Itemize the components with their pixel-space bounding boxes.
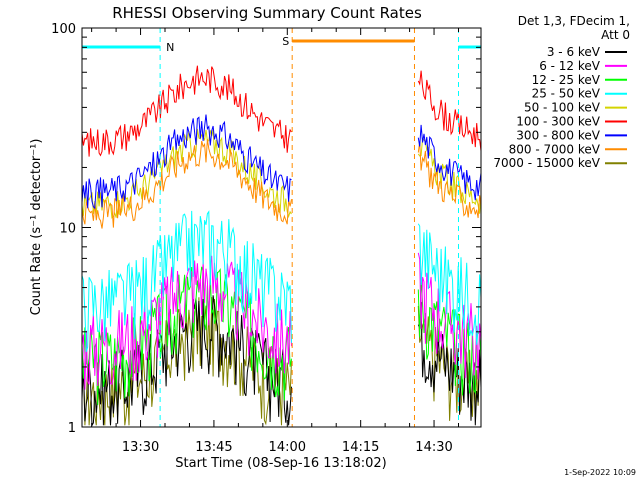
- y-tick-label: 1: [68, 421, 76, 436]
- x-tick-label: 14:30: [415, 440, 452, 455]
- legend-entry-label: 100 - 300 keV: [516, 115, 600, 129]
- x-tick-label: 14:00: [269, 440, 306, 455]
- x-tick-label: 13:45: [195, 440, 232, 455]
- series-line: [81, 139, 482, 229]
- x-tick-label: 13:30: [122, 440, 159, 455]
- legend-entry-label: 12 - 25 keV: [532, 73, 601, 87]
- legend-entry-label: 50 - 100 keV: [524, 101, 601, 115]
- x-tick-label: 14:15: [342, 440, 379, 455]
- legend-header-line-2: Att 0: [601, 28, 630, 42]
- footer-date-stamp: 1-Sep-2022 10:09: [564, 468, 636, 477]
- y-axis-label: Count Rate (s⁻¹ detector⁻¹): [29, 139, 44, 316]
- chart-title: RHESSI Observing Summary Count Rates: [112, 4, 422, 22]
- x-axis-label: Start Time (08-Sep-16 13:18:02): [175, 456, 386, 471]
- y-tick-label: 10: [59, 222, 76, 237]
- interval-label: S: [282, 35, 289, 48]
- series-line: [81, 266, 482, 406]
- legend-entry-label: 7000 - 15000 keV: [493, 156, 600, 170]
- legend-entry-label: 800 - 7000 keV: [509, 142, 601, 156]
- series-line: [81, 65, 482, 157]
- data-layer: [81, 65, 482, 428]
- interval-label: N: [166, 41, 174, 54]
- legend-entry-label: 25 - 50 keV: [532, 87, 601, 101]
- legend-header-line-1: Det 1,3, FDecim 1,: [518, 14, 630, 28]
- series-line: [81, 210, 482, 352]
- series-line: [81, 114, 482, 210]
- legend-entry-label: 6 - 12 keV: [539, 59, 601, 73]
- y-tick-label: 100: [51, 22, 76, 37]
- legend-entry-label: 300 - 800 keV: [516, 128, 600, 142]
- legend-entry-label: 3 - 6 keV: [547, 45, 601, 59]
- axis-layer: 13:30 13:45 14:00 14:15 14:30 1 10 100: [51, 22, 481, 455]
